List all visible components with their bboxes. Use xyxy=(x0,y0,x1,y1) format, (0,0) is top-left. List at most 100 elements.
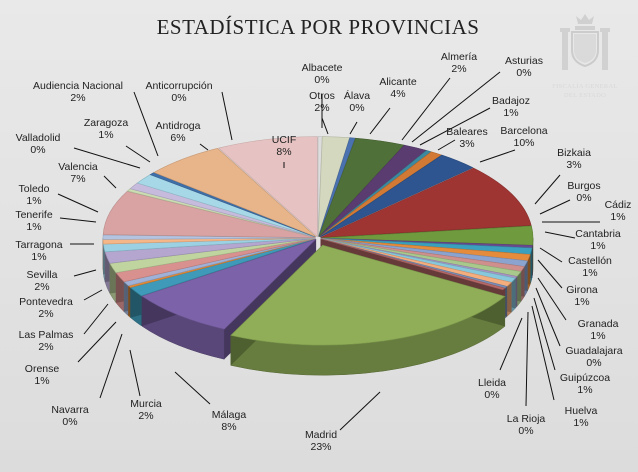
slice-percent-granada: 1% xyxy=(590,330,605,342)
leader-guip-zcoa xyxy=(533,297,556,371)
slice-percent-ucif: 8% xyxy=(276,146,291,158)
slice-label-granada: Granada 1% xyxy=(578,318,619,342)
slice-name-baleares: Baleares xyxy=(446,126,487,138)
slice-label-cantabria: Cantabria 1% xyxy=(575,228,621,252)
leader-la-rioja xyxy=(525,311,529,407)
leader-m-laga xyxy=(174,371,211,405)
slice-label-anticorrupci-n: Anticorrupción 0% xyxy=(145,80,212,104)
leader--lava xyxy=(349,121,358,135)
slice-percent--lava: 0% xyxy=(349,102,364,114)
slice-percent-albacete: 0% xyxy=(314,74,329,86)
leader-barcelona xyxy=(479,149,516,163)
slice-percent-c-diz: 1% xyxy=(610,211,625,223)
pie-slice-baleares xyxy=(319,154,474,238)
slice-name-antidroga: Antidroga xyxy=(156,120,201,132)
slice-percent-orense: 1% xyxy=(34,375,49,387)
slice-percent-sevilla: 2% xyxy=(34,281,49,293)
leader-sevilla xyxy=(73,269,97,277)
slice-name-lleida: Lleida xyxy=(478,377,506,389)
slice-label-m-laga: Málaga 8% xyxy=(212,409,247,433)
leader-zaragoza xyxy=(125,145,151,163)
leader-navarra xyxy=(99,333,123,399)
slice-name-zaragoza: Zaragoza xyxy=(84,117,129,129)
slice-percent-guip-zcoa: 1% xyxy=(577,384,592,396)
slice-name-navarra: Navarra xyxy=(51,404,89,416)
slice-percent-lleida: 0% xyxy=(484,389,499,401)
slice-percent-madrid: 23% xyxy=(310,441,331,453)
leader-almer-a xyxy=(401,77,451,141)
slice-percent-navarra: 0% xyxy=(62,416,77,428)
slice-name-barcelona: Barcelona xyxy=(500,125,547,137)
slice-label-otros: Otros 2% xyxy=(309,90,335,114)
slice-label-navarra: Navarra 0% xyxy=(51,404,89,428)
slice-name-tarragona: Tarragona xyxy=(15,239,62,251)
slice-label-asturias: Asturias 0% xyxy=(505,55,543,79)
slice-percent-barcelona: 10% xyxy=(513,137,534,149)
slice-label-zaragoza: Zaragoza 1% xyxy=(84,117,129,141)
slice-name-asturias: Asturias xyxy=(505,55,543,67)
logo-text-line2: DEL ESTADO xyxy=(564,92,606,99)
leader-baleares xyxy=(437,139,456,151)
slice-name-alicante: Alicante xyxy=(379,76,417,88)
leader-huelva xyxy=(531,305,555,401)
pie-top-faces xyxy=(102,136,534,346)
slice-label-la-rioja: La Rioja 0% xyxy=(507,413,546,437)
slice-label-valladolid: Valladolid 0% xyxy=(16,132,61,156)
pie-leader-lines xyxy=(57,71,600,431)
slice-percent-girona: 1% xyxy=(574,296,589,308)
slice-name-tenerife: Tenerife xyxy=(15,209,53,221)
leader-alicante xyxy=(369,107,391,135)
leader-asturias xyxy=(411,71,501,143)
slice-percent-cantabria: 1% xyxy=(590,240,605,252)
pie-slice-antidroga xyxy=(153,148,317,238)
slice-percent-m-laga: 8% xyxy=(221,421,236,433)
slice-label--lava: Álava 0% xyxy=(344,89,370,114)
slice-name-badajoz: Badajoz xyxy=(492,95,530,107)
slice-name-valladolid: Valladolid xyxy=(16,132,61,144)
slice-percent-otros: 2% xyxy=(314,102,329,114)
slice-label-tenerife: Tenerife 1% xyxy=(15,209,53,233)
slice-label-tarragona: Tarragona 1% xyxy=(15,239,62,263)
leader-valladolid xyxy=(73,147,141,169)
leader-toledo xyxy=(57,193,99,213)
slice-name-albacete: Albacete xyxy=(302,62,343,74)
leader-burgos xyxy=(539,199,571,215)
slice-name-orense: Orense xyxy=(25,363,60,375)
slice-name-audiencia-nacional: Audiencia Nacional xyxy=(33,80,123,92)
leader-madrid xyxy=(339,391,381,431)
leader-castell-n xyxy=(539,247,563,263)
slice-percent-burgos: 0% xyxy=(576,192,591,204)
slice-label-audiencia-nacional: Audiencia Nacional 2% xyxy=(33,80,123,104)
slice-name-burgos: Burgos xyxy=(567,180,600,192)
leader-bizkaia xyxy=(534,174,561,205)
slice-name-otros: Otros xyxy=(309,90,335,102)
slice-percent-bizkaia: 3% xyxy=(566,159,581,171)
leader-girona xyxy=(537,259,563,289)
slice-name--lava: Álava xyxy=(344,89,370,102)
leader-valencia xyxy=(103,175,117,189)
leader-orense xyxy=(77,321,117,363)
slice-label-almer-a: Almería 2% xyxy=(441,51,477,75)
slice-label-bizkaia: Bizkaia 3% xyxy=(557,147,591,171)
slice-percent-castell-n: 1% xyxy=(582,267,597,279)
slice-label-guadalajara: Guadalajara 0% xyxy=(565,345,622,369)
slice-name-castell-n: Castellón xyxy=(568,255,612,267)
slice-name-ucif: UCIF xyxy=(272,134,297,146)
pie-slice--lava xyxy=(318,137,356,237)
slice-percent-huelva: 1% xyxy=(573,417,588,429)
slice-label-sevilla: Sevilla 2% xyxy=(27,269,58,293)
slice-percent-guadalajara: 0% xyxy=(586,357,601,369)
slice-name-valencia: Valencia xyxy=(58,161,98,173)
slice-percent-pontevedra: 2% xyxy=(38,308,53,320)
slice-name-madrid: Madrid xyxy=(305,429,337,441)
slice-label-castell-n: Castellón 1% xyxy=(568,255,612,279)
leader-badajoz xyxy=(419,107,491,146)
slice-label-murcia: Murcia 2% xyxy=(130,398,162,422)
pie-slice-lleida xyxy=(320,238,506,291)
slice-percent-asturias: 0% xyxy=(516,67,531,79)
slice-percent-murcia: 2% xyxy=(138,410,153,422)
slice-percent-valencia: 7% xyxy=(70,173,85,185)
slice-percent-tarragona: 1% xyxy=(31,251,46,263)
slice-percent-valladolid: 0% xyxy=(30,144,45,156)
slice-label-badajoz: Badajoz 1% xyxy=(492,95,530,119)
